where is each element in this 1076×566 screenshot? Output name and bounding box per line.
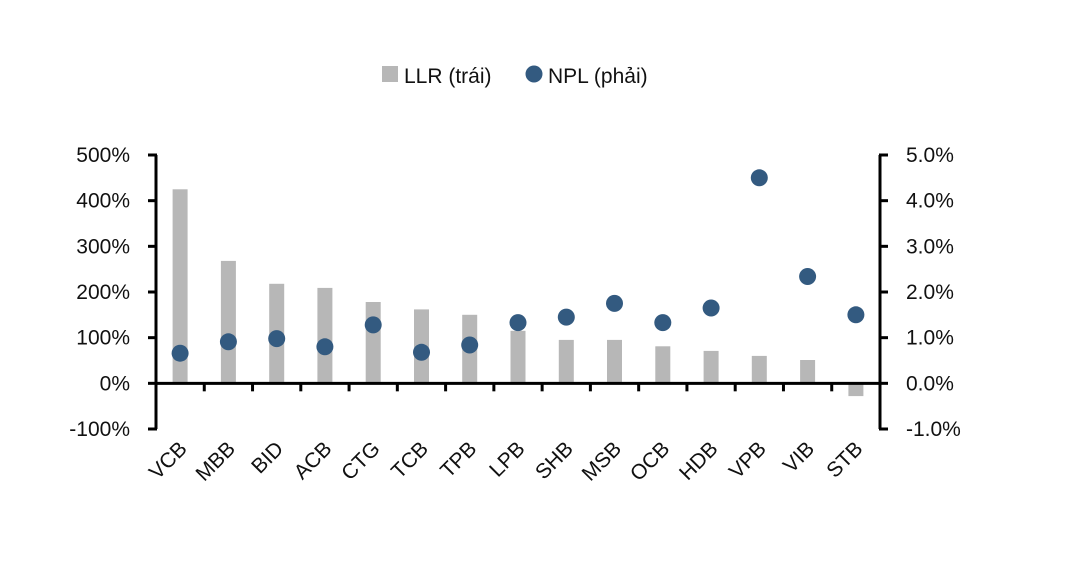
category-label-mbb: MBB	[191, 437, 239, 485]
bar-hdb	[703, 350, 719, 384]
dot-vcb	[171, 344, 189, 362]
category-label-vib: VIB	[779, 437, 819, 477]
legend: LLR (trái) NPL (phải)	[382, 65, 648, 88]
dot-series	[171, 169, 865, 362]
category-label-stb: STB	[822, 437, 867, 482]
bar-vcb	[172, 189, 188, 384]
dot-ctg	[364, 316, 382, 334]
bar-series	[172, 189, 864, 397]
category-label-msb: MSB	[578, 437, 626, 485]
dot-lpb	[509, 314, 527, 332]
right-tick-label: 2.0%	[906, 281, 954, 304]
legend-label-llr: LLR (trái)	[404, 65, 492, 88]
bar-mbb	[220, 260, 236, 384]
dot-bid	[268, 330, 286, 348]
left-tick-label: 0%	[100, 372, 130, 395]
legend-dot-swatch	[525, 65, 543, 83]
right-tick-label: 5.0%	[906, 144, 954, 167]
left-tick-label: 200%	[76, 281, 130, 304]
dot-msb	[606, 294, 623, 312]
dot-tcb	[413, 343, 430, 361]
legend-label-npl: NPL (phải)	[548, 65, 648, 88]
category-label-tpb: TPB	[436, 437, 481, 482]
category-label-ocb: OCB	[626, 437, 674, 485]
left-tick-label: 500%	[76, 144, 130, 167]
dot-shb	[557, 308, 575, 326]
bar-stb	[848, 383, 864, 397]
bar-vib	[800, 360, 816, 384]
dot-vpb	[750, 169, 768, 187]
bar-shb	[558, 339, 574, 384]
bar-ctg	[365, 302, 381, 384]
category-label-acb: ACB	[290, 437, 337, 484]
bar-vpb	[751, 355, 767, 384]
category-label-hdb: HDB	[675, 437, 723, 485]
category-label-vcb: VCB	[145, 437, 192, 484]
axes	[148, 153, 888, 431]
category-label-shb: SHB	[531, 437, 578, 484]
category-label-ctg: CTG	[337, 437, 385, 485]
right-tick-label: 3.0%	[906, 235, 954, 258]
bar-msb	[607, 339, 622, 384]
category-label-vpb: VPB	[725, 437, 771, 483]
dot-ocb	[654, 314, 672, 332]
dot-tpb	[461, 336, 479, 354]
right-tick-label: -1.0%	[906, 418, 961, 441]
left-tick-label: -100%	[69, 418, 130, 441]
right-tick-label: 1.0%	[906, 327, 954, 350]
dot-stb	[847, 306, 865, 324]
left-tick-label: 300%	[76, 235, 130, 258]
left-tick-label: 400%	[76, 190, 130, 213]
bar-ocb	[655, 346, 671, 384]
left-tick-label: 100%	[76, 327, 130, 350]
dot-mbb	[219, 333, 237, 351]
dot-acb	[316, 338, 334, 356]
legend-bar-swatch	[382, 66, 398, 82]
right-tick-label: 4.0%	[906, 190, 954, 213]
category-label-tcb: TCB	[387, 437, 433, 483]
bar-lpb	[510, 330, 526, 384]
dot-vib	[799, 268, 817, 285]
bar-acb	[317, 287, 333, 384]
category-label-lpb: LPB	[485, 437, 529, 481]
right-tick-label: 0.0%	[906, 372, 954, 395]
category-label-bid: BID	[247, 437, 288, 478]
dot-hdb	[702, 299, 720, 317]
